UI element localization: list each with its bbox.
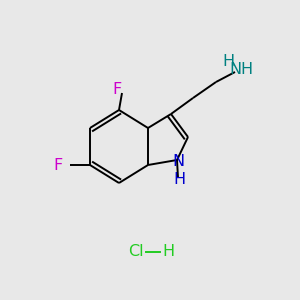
Text: F: F (53, 158, 63, 172)
Text: H: H (240, 61, 252, 76)
Text: N: N (172, 154, 184, 169)
Text: F: F (112, 82, 122, 97)
Text: H: H (162, 244, 174, 260)
Text: N: N (229, 61, 241, 76)
Text: H: H (222, 55, 234, 70)
Text: Cl: Cl (128, 244, 144, 260)
Text: H: H (173, 172, 185, 187)
